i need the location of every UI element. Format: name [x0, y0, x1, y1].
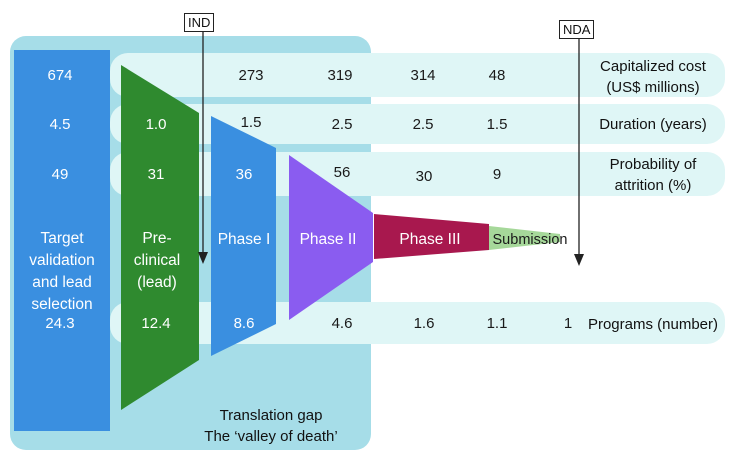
duration-phase1: 1.5 — [240, 114, 262, 131]
phase2-stage — [289, 155, 373, 320]
translation-gap-line2: The ‘valley of death’ — [204, 428, 338, 445]
translation-gap-caption: Translation gap The ‘valley of death’ — [176, 405, 366, 447]
phase1-stage — [211, 116, 276, 356]
attrition-phase3: 30 — [415, 168, 433, 185]
duration-target: 4.5 — [49, 116, 71, 133]
duration-row-band — [110, 104, 725, 144]
target-label-line1: Target — [40, 230, 84, 247]
cost-row-band — [110, 53, 725, 97]
preclinical-label-line3: (lead) — [137, 274, 177, 291]
target-label-line4: selection — [31, 296, 93, 313]
phase3-stage-label: Phase III — [399, 231, 461, 248]
programs-approved: 1 — [563, 315, 573, 332]
preclinical-label-line1: Pre- — [142, 230, 172, 247]
duration-submission: 1.5 — [486, 116, 508, 133]
attrition-target: 49 — [51, 166, 69, 183]
programs-phase3: 1.6 — [413, 315, 435, 332]
cost-row-label: Capitalized cost (US$ millions) — [588, 56, 718, 98]
target-label-line2: validation — [29, 252, 95, 269]
cost-submission: 48 — [488, 67, 506, 84]
phase3-stage — [374, 214, 489, 259]
target-label-line3: and lead — [32, 274, 92, 291]
attrition-label-line1: Probability of — [609, 156, 697, 173]
submission-stage-label: Submission — [492, 232, 568, 248]
programs-row-label: Programs (number) — [587, 316, 719, 333]
attrition-submission: 9 — [492, 166, 502, 183]
programs-target: 24.3 — [45, 315, 75, 332]
attrition-row-label: Probability of attrition (%) — [588, 154, 718, 196]
cost-label-line1: Capitalized cost — [600, 58, 706, 75]
phase2-stage-label: Phase II — [299, 231, 357, 248]
duration-row-label: Duration (years) — [599, 116, 707, 133]
cost-phase3: 314 — [410, 67, 436, 84]
programs-phase1: 8.6 — [233, 315, 255, 332]
submission-stage — [489, 226, 560, 250]
ind-arrow-head — [198, 252, 208, 264]
phase1-stage-label: Phase I — [217, 231, 271, 248]
preclinical-label-line2: clinical — [133, 252, 181, 269]
translation-gap-line1: Translation gap — [219, 407, 323, 424]
target-stage-label: Target validation and lead selection — [14, 228, 110, 316]
ind-marker-label: IND — [184, 13, 215, 32]
cost-target: 674 — [47, 67, 73, 84]
cost-label-line2: (US$ millions) — [606, 79, 700, 96]
duration-preclinical: 1.0 — [145, 116, 167, 133]
attrition-phase2: 56 — [333, 164, 351, 181]
nda-marker-label: NDA — [559, 20, 595, 39]
cost-phase1: 273 — [238, 67, 264, 84]
programs-preclinical: 12.4 — [141, 315, 171, 332]
cost-phase2: 319 — [327, 67, 353, 84]
duration-phase3: 2.5 — [412, 116, 434, 133]
duration-phase2: 2.5 — [331, 116, 353, 133]
target-validation-stage — [14, 50, 110, 431]
programs-phase2: 4.6 — [331, 315, 353, 332]
nda-arrow-head — [574, 254, 584, 266]
attrition-preclinical: 31 — [147, 166, 165, 183]
preclinical-stage-label: Pre- clinical (lead) — [118, 228, 196, 294]
preclinical-stage — [121, 65, 199, 410]
programs-submission: 1.1 — [486, 315, 508, 332]
attrition-label-line2: attrition (%) — [614, 177, 692, 194]
attrition-phase1: 36 — [235, 166, 253, 183]
